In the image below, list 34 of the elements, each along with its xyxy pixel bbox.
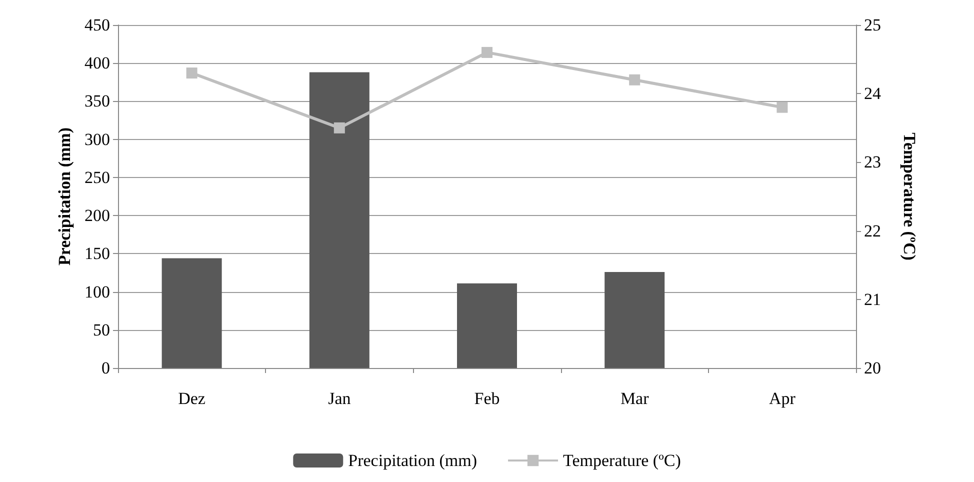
legend-label: Temperature (ºC) bbox=[563, 451, 681, 470]
y2-axis-title: Temperature (ºC) bbox=[900, 132, 919, 260]
y-tick-label: 150 bbox=[84, 244, 110, 264]
x-tick-label: Apr bbox=[768, 389, 796, 408]
y-tick-label: 200 bbox=[84, 206, 110, 226]
bar bbox=[162, 258, 222, 368]
x-tick-label: Jan bbox=[328, 389, 352, 408]
point bbox=[629, 74, 640, 86]
y-tick-label: 250 bbox=[84, 168, 110, 187]
y-tick-label: 50 bbox=[93, 320, 110, 340]
legend-label: Precipitation (mm) bbox=[348, 451, 478, 470]
y-tick-label: 400 bbox=[84, 54, 110, 73]
point bbox=[482, 46, 492, 58]
bar bbox=[309, 72, 370, 368]
y2-tick-label: 25 bbox=[864, 16, 881, 34]
x-tick-label: Dez bbox=[178, 389, 206, 408]
y2-tick-label: 24 bbox=[864, 84, 882, 104]
point bbox=[776, 102, 788, 113]
y-tick-label: 100 bbox=[84, 282, 110, 302]
point bbox=[334, 122, 345, 134]
bar bbox=[604, 272, 665, 368]
y2-tick-label: 23 bbox=[864, 152, 881, 172]
y2-tick-label: 21 bbox=[864, 290, 881, 309]
y-axis-title: Precipitation (mm) bbox=[55, 127, 74, 266]
x-tick-label: Mar bbox=[620, 389, 650, 408]
y2-tick-label: 20 bbox=[864, 358, 881, 378]
point bbox=[186, 68, 198, 79]
x-tick-label: Feb bbox=[474, 389, 500, 408]
bar bbox=[457, 283, 517, 368]
y-tick-label: 0 bbox=[102, 358, 110, 378]
y-tick-label: 450 bbox=[84, 16, 110, 34]
y2-tick-label: 22 bbox=[864, 221, 881, 240]
y-tick-label: 300 bbox=[84, 130, 110, 149]
y-tick-label: 350 bbox=[84, 92, 110, 111]
